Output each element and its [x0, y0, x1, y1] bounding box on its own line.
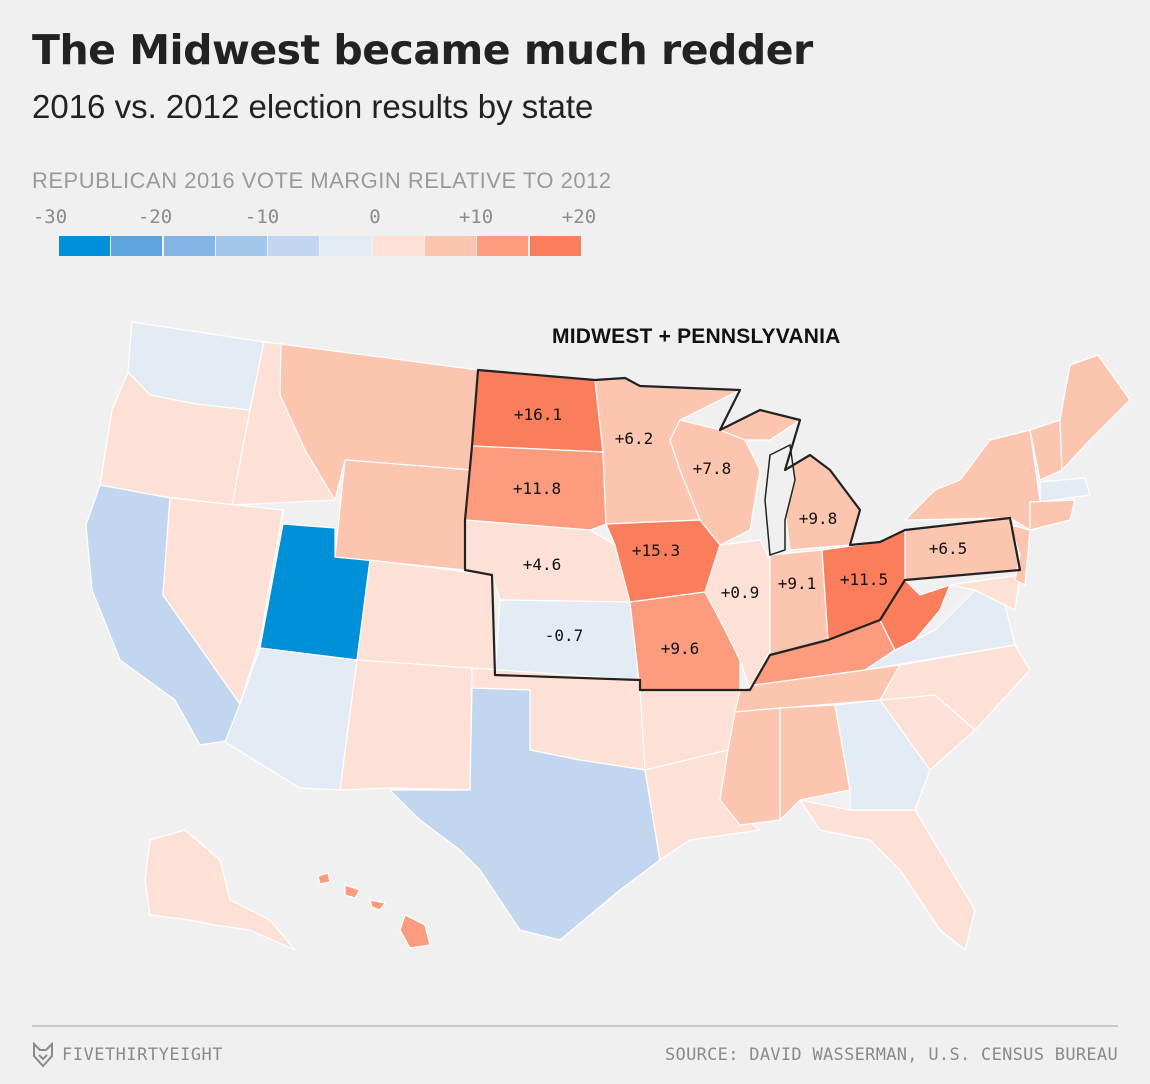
legend-swatch — [529, 236, 581, 256]
value-missouri: +9.6 — [661, 639, 700, 658]
legend-title: REPUBLICAN 2016 VOTE MARGIN RELATIVE TO … — [32, 168, 612, 193]
state-maryland[interactable] — [949, 574, 1021, 611]
legend-swatch — [215, 236, 267, 256]
legend-swatch — [268, 236, 320, 256]
legend-tick: 0 — [369, 206, 381, 228]
value-michigan: +9.8 — [799, 509, 838, 528]
value-kansas: -0.7 — [545, 626, 584, 645]
state-alabama[interactable] — [779, 704, 851, 821]
state-texas[interactable] — [389, 687, 661, 941]
legend-tick: +20 — [561, 206, 597, 228]
state-alaska[interactable] — [144, 829, 296, 951]
value-ohio: +11.5 — [840, 570, 888, 589]
value-south-dakota: +11.8 — [513, 479, 561, 498]
legend-swatch — [372, 236, 424, 256]
source-credit: SOURCE: DAVID WASSERMAN, U.S. CENSUS BUR… — [665, 1045, 1118, 1065]
region-label: MIDWEST + PENNSLYVANIA — [552, 325, 841, 348]
state-hawaii[interactable] — [317, 872, 431, 949]
state-wyoming[interactable] — [334, 459, 473, 571]
legend-tick: -30 — [32, 206, 68, 228]
value-illinois: +0.9 — [721, 583, 760, 602]
legend-color-scale — [59, 236, 582, 256]
legend-swatch — [425, 236, 477, 256]
fivethirtyeight-fox-icon — [33, 1042, 53, 1068]
state-new-mexico[interactable] — [339, 659, 473, 791]
state-north-carolina[interactable] — [879, 644, 1031, 731]
state-florida[interactable] — [799, 799, 976, 951]
state-maine[interactable] — [1059, 354, 1131, 471]
state-indiana[interactable] — [769, 549, 829, 656]
value-minnesota: +6.2 — [615, 429, 654, 448]
brand-name: FIVETHIRTYEIGHT — [62, 1045, 224, 1065]
value-nebraska: +4.6 — [523, 555, 562, 574]
legend-swatch — [477, 236, 529, 256]
state-connecticut[interactable] — [1029, 499, 1076, 531]
state-west-virginia[interactable] — [879, 579, 951, 651]
state-massachusetts[interactable] — [1039, 477, 1091, 503]
legend-tick: -20 — [137, 206, 173, 228]
footer-divider — [32, 1025, 1118, 1027]
legend-tick: -10 — [244, 206, 280, 228]
chart-title: The Midwest became much redder — [32, 26, 813, 74]
legend-swatch — [59, 236, 110, 256]
legend-ticks: -30 -20 -10 0 +10 +20 — [0, 206, 700, 230]
chart-subtitle: 2016 vs. 2012 election results by state — [32, 88, 594, 125]
state-new-york[interactable] — [904, 429, 1041, 531]
value-indiana: +9.1 — [778, 574, 817, 593]
value-wisconsin: +7.8 — [693, 459, 732, 478]
legend-tick: +10 — [458, 206, 494, 228]
value-pennsylvania: +6.5 — [929, 539, 968, 558]
value-iowa: +15.3 — [632, 541, 680, 560]
legend-swatch — [163, 236, 215, 256]
state-colorado[interactable] — [356, 559, 496, 671]
legend-swatch — [111, 236, 163, 256]
state-nevada[interactable] — [162, 497, 284, 705]
midwest-region-outline — [463, 368, 1022, 692]
us-map: +16.1 +6.2 +7.8 +11.8 +9.8 +15.3 +4.6 +0… — [0, 290, 1150, 1015]
legend-swatch — [320, 236, 372, 256]
value-north-dakota: +16.1 — [514, 405, 562, 424]
